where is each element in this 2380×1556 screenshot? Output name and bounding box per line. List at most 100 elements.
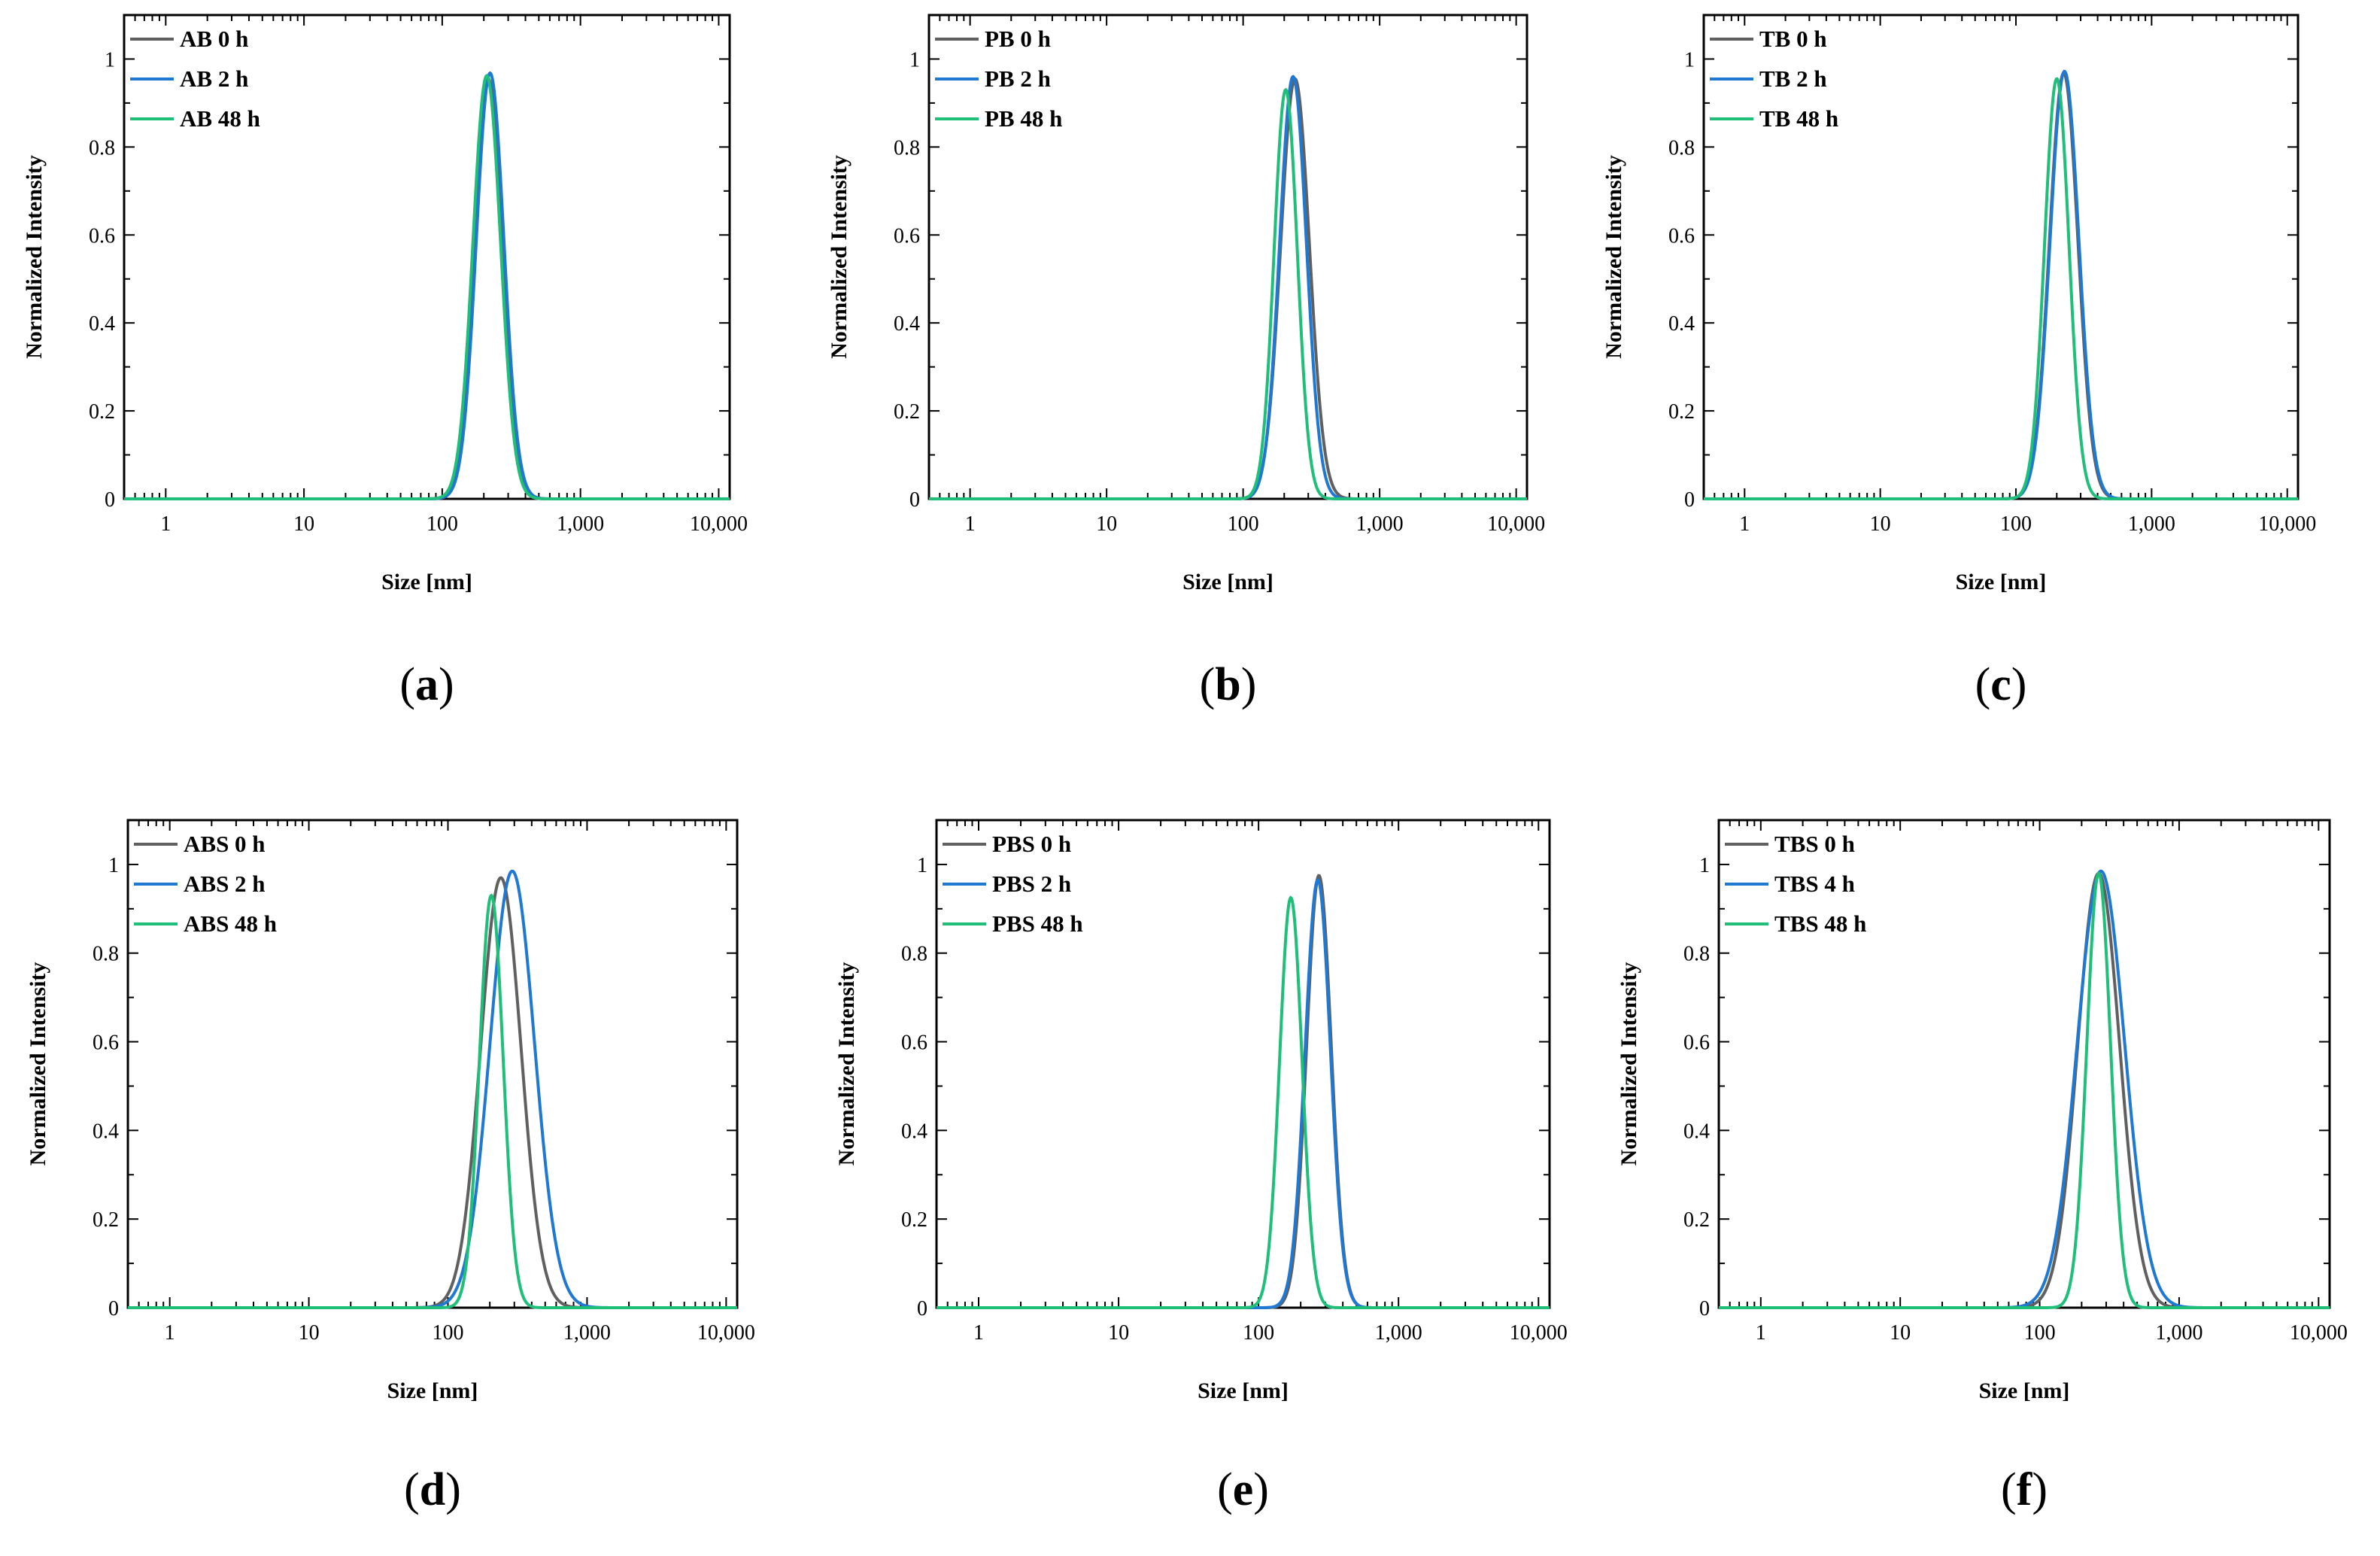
x-tick-label: 1 xyxy=(1739,512,1750,536)
legend-label: TBS 48 h xyxy=(1774,910,1866,937)
y-tick-label: 0.6 xyxy=(93,1032,119,1055)
y-tick-label: 0.2 xyxy=(93,1208,119,1232)
series-line-c-2 xyxy=(1704,69,2298,500)
series-line-b-1 xyxy=(929,77,1527,500)
legend-label: PB 48 h xyxy=(985,105,1062,132)
y-tick-label: 0.4 xyxy=(89,312,115,336)
y-tick-label: 0.2 xyxy=(894,400,920,424)
x-tick-label: 100 xyxy=(2000,512,2032,536)
y-tick-label: 0.6 xyxy=(894,224,920,248)
x-tick-label: 100 xyxy=(1228,512,1259,536)
y-tick-label: 0.8 xyxy=(894,136,920,160)
legend-label: PBS 2 h xyxy=(992,871,1071,897)
x-axis-title: Size [nm] xyxy=(1182,570,1273,594)
y-tick-label: 0.4 xyxy=(894,312,920,336)
x-tick-label: 10,000 xyxy=(1510,1321,1568,1345)
panel-caption: (e) xyxy=(1217,1464,1269,1515)
x-axis-title: Size [nm] xyxy=(381,570,472,594)
y-axis-title: Normalized Intensity xyxy=(1617,962,1641,1166)
series-line-c-1 xyxy=(1704,71,2298,500)
y-tick-label: 0.8 xyxy=(901,943,927,966)
x-tick-label: 10 xyxy=(1870,512,1891,536)
x-tick-label: 1 xyxy=(1756,1321,1766,1345)
y-tick-label: 0.4 xyxy=(93,1120,119,1143)
x-tick-label: 10,000 xyxy=(2290,1321,2348,1345)
y-axis-title: Normalized Intensity xyxy=(26,962,50,1166)
legend-label: TB 48 h xyxy=(1759,105,1838,132)
series-line-e-1 xyxy=(937,874,1550,1309)
x-tick-label: 10 xyxy=(1890,1321,1911,1345)
legend-label: TBS 4 h xyxy=(1774,871,1855,897)
x-tick-label: 1,000 xyxy=(1375,1321,1422,1345)
y-tick-label: 1 xyxy=(917,854,927,877)
series-line-a-1 xyxy=(124,77,730,500)
panel-e: 1 10 100 1,000 10,000 0 0.2 0.4 0.6 0.8 1 Size [nm]… xyxy=(834,819,1568,1515)
y-tick-label: 1 xyxy=(1699,854,1710,877)
y-tick-label: 0.6 xyxy=(1683,1032,1710,1055)
legend-label: ABS 2 h xyxy=(184,871,266,897)
panel-caption: (b) xyxy=(1200,659,1257,710)
legend-label: ABS 48 h xyxy=(184,910,277,937)
y-axis-title: Normalized Intensity xyxy=(827,155,852,359)
legend-label: PBS 48 h xyxy=(992,910,1083,937)
legend-label: PB 0 h xyxy=(985,26,1051,52)
y-tick-label: 1 xyxy=(1684,48,1695,71)
x-axis-title: Size [nm] xyxy=(387,1378,478,1403)
x-tick-label: 10 xyxy=(299,1321,320,1345)
legend-label: TBS 0 h xyxy=(1774,831,1855,857)
x-tick-label: 1 xyxy=(973,1321,984,1345)
x-tick-label: 1,000 xyxy=(1356,512,1404,536)
x-tick-label: 1 xyxy=(965,512,976,536)
x-axis-title: Size [nm] xyxy=(1198,1378,1289,1403)
x-tick-label: 10 xyxy=(1096,512,1117,536)
x-axis-title: Size [nm] xyxy=(1979,1378,2070,1403)
y-axis-title: Normalized Intensity xyxy=(834,962,859,1166)
series-line-d-3 xyxy=(128,893,737,1309)
series-line-d-1 xyxy=(128,876,737,1309)
y-tick-label: 0.6 xyxy=(901,1032,927,1055)
panel-f: 1 10 100 1,000 10,000 0 0.2 0.4 0.6 0.8 1 Size [nm]… xyxy=(1617,819,2348,1515)
series-line-e-2 xyxy=(937,878,1550,1309)
y-tick-label: 0.4 xyxy=(901,1120,927,1143)
y-tick-label: 0.4 xyxy=(1668,312,1695,336)
series-line-c-3 xyxy=(1704,77,2298,500)
legend-label: TB 0 h xyxy=(1759,26,1827,52)
y-tick-label: 1 xyxy=(105,48,115,71)
y-axis-title: Normalized Intensity xyxy=(22,155,47,359)
x-tick-label: 1 xyxy=(160,512,171,536)
y-tick-label: 0 xyxy=(105,488,115,512)
x-tick-label: 100 xyxy=(1243,1321,1274,1345)
y-tick-label: 0.8 xyxy=(93,943,119,966)
y-tick-label: 0 xyxy=(917,1297,927,1320)
x-tick-label: 10,000 xyxy=(690,512,748,536)
y-tick-label: 1 xyxy=(909,48,920,71)
legend-label: PBS 0 h xyxy=(992,831,1071,857)
y-tick-label: 0.8 xyxy=(1668,136,1695,160)
y-tick-label: 0 xyxy=(909,488,920,512)
series-line-a-2 xyxy=(124,71,730,500)
x-tick-label: 1,000 xyxy=(2128,512,2175,536)
panel-c: 1 10 100 1,000 10,000 0 0.2 0.4 0.6 0.8 1 Size [nm]… xyxy=(1601,14,2316,710)
y-tick-label: 0.2 xyxy=(1668,400,1695,424)
x-tick-label: 100 xyxy=(433,1321,464,1345)
y-tick-label: 0.2 xyxy=(1683,1208,1710,1232)
y-tick-label: 0.8 xyxy=(89,136,115,160)
x-tick-label: 10,000 xyxy=(1487,512,1545,536)
y-tick-label: 0 xyxy=(1684,488,1695,512)
panel-caption: (d) xyxy=(404,1464,461,1515)
y-tick-label: 1 xyxy=(108,854,119,877)
panel-d: 1 10 100 1,000 10,000 0 0.2 0.4 0.6 0.8 1 Size [nm]… xyxy=(26,819,755,1515)
x-tick-label: 10 xyxy=(293,512,314,536)
x-tick-label: 10,000 xyxy=(2258,512,2316,536)
legend-label: ABS 0 h xyxy=(184,831,266,857)
series-line-f-1 xyxy=(1719,871,2330,1309)
x-tick-label: 1,000 xyxy=(563,1321,611,1345)
y-tick-label: 0.4 xyxy=(1683,1120,1710,1143)
legend-label: PB 2 h xyxy=(985,65,1051,92)
panel-caption: (c) xyxy=(1975,659,2027,710)
series-line-f-3 xyxy=(1719,871,2330,1309)
panel-caption: (a) xyxy=(399,659,454,710)
y-tick-label: 0 xyxy=(1699,1297,1710,1320)
y-tick-label: 0 xyxy=(108,1297,119,1320)
